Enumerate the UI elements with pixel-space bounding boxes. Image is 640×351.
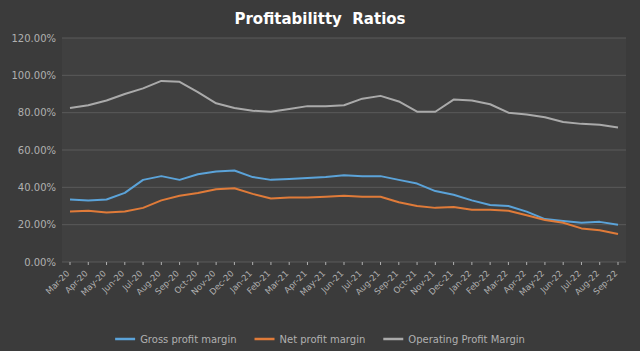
x-tick [526, 262, 527, 265]
legend-item: Operating Profit Margin [383, 334, 525, 345]
x-tick [106, 262, 107, 265]
x-tick [581, 262, 582, 265]
x-tick-label: Sep-22 [591, 268, 619, 296]
legend-item: Net profit margin [255, 334, 366, 345]
legend-item: Gross profit margin [115, 334, 236, 345]
x-tick [453, 262, 454, 265]
x-tick [143, 262, 144, 265]
x-tick-label: Jun-20 [99, 268, 126, 295]
x-tick [508, 262, 509, 265]
x-tick [179, 262, 180, 265]
plot-area [62, 38, 626, 262]
x-tick [234, 262, 235, 265]
legend-label: Net profit margin [280, 334, 366, 345]
x-tick [197, 262, 198, 265]
y-tick-label: 20.00% [18, 219, 56, 230]
y-tick-label: 80.00% [18, 107, 56, 118]
legend-swatch [255, 338, 275, 341]
x-tick [398, 262, 399, 265]
x-tick [161, 262, 162, 265]
legend: Gross profit margin Net profit margin Oper… [115, 334, 525, 345]
x-tick [70, 262, 71, 265]
legend-label: Operating Profit Margin [408, 334, 525, 345]
x-tick [124, 262, 125, 265]
x-tick [88, 262, 89, 265]
x-tick [362, 262, 363, 265]
legend-label: Gross profit margin [140, 334, 236, 345]
x-tick [599, 262, 600, 265]
legend-swatch [115, 338, 135, 341]
y-tick-label: 0.00% [24, 257, 56, 268]
x-tick [252, 262, 253, 265]
grid-line [62, 38, 626, 39]
grid-line [62, 150, 626, 151]
y-axis: 0.00% 20.00% 40.00% 60.00% 80.00% 100.00% 120.… [12, 33, 627, 268]
x-tick [490, 262, 491, 265]
grid-line [62, 187, 626, 188]
x-tick [563, 262, 564, 265]
grid-line [62, 224, 626, 225]
grid-line [62, 75, 626, 76]
x-tick [307, 262, 308, 265]
series-line [70, 81, 618, 128]
series-line [70, 171, 618, 225]
x-tick [435, 262, 436, 265]
x-tick [618, 262, 619, 265]
x-tick [216, 262, 217, 265]
x-tick [471, 262, 472, 265]
x-tick [417, 262, 418, 265]
x-axis: Mar-20Apr-20May-20Jun-20Jul-20Aug-20Sep-… [44, 262, 620, 298]
x-tick [544, 262, 545, 265]
grid-line [62, 112, 626, 113]
title: Profitabilitty Ratios [234, 10, 405, 28]
x-tick [344, 262, 345, 265]
background [0, 0, 640, 351]
y-tick-label: 120.00% [12, 33, 57, 44]
y-tick-label: 40.00% [18, 182, 56, 193]
x-tick [380, 262, 381, 265]
x-tick [289, 262, 290, 265]
x-tick-label: Jun-22 [538, 268, 565, 295]
series-line [70, 188, 618, 234]
x-tick [325, 262, 326, 265]
series-group [70, 81, 618, 234]
x-tick [270, 262, 271, 265]
x-tick-label: Jun-21 [318, 268, 345, 295]
legend-swatch [383, 338, 403, 341]
chart: Profitabilitty Ratios 0.00% 20.00% 40.00% 60… [0, 0, 640, 351]
y-tick-label: 100.00% [12, 70, 57, 81]
y-tick-label: 60.00% [18, 145, 56, 156]
